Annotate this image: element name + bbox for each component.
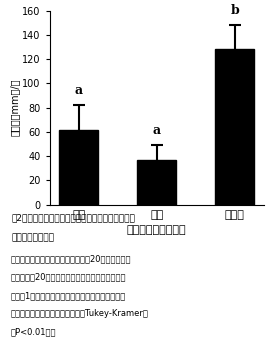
Text: なる英字間には有意差有り　（Tukey-Kramer、: なる英字間には有意差有り （Tukey-Kramer、 [11,309,149,318]
Text: a: a [153,124,161,137]
Text: 注：オス区にはセジロウンカのオス20頭を、メス区: 注：オス区にはセジロウンカのオス20頭を、メス区 [11,254,131,263]
Text: 図2　白葉枯病の発病抑制効果におよぼすセジロウ: 図2 白葉枯病の発病抑制効果におよぼすセジロウ [11,214,135,222]
Text: は図1の試験と同じ。図中の縦線は標準誤差。異: は図1の試験と同じ。図中の縦線は標準誤差。異 [11,291,126,300]
Bar [215,49,254,205]
Bar [137,160,176,205]
Text: P<0.01）。: P<0.01）。 [11,328,56,336]
Text: にはメス20頭を加害させた。その他の試験方法: にはメス20頭を加害させた。その他の試験方法 [11,273,127,281]
Text: ンカの雌雄の影響: ンカの雌雄の影響 [11,233,54,242]
Text: a: a [75,84,83,97]
Y-axis label: 病慟長（mm）/策: 病慟長（mm）/策 [9,79,19,136]
Text: b: b [230,4,239,17]
X-axis label: セジロウンカの雌雄: セジロウンカの雌雄 [127,225,186,235]
Bar [59,130,98,205]
